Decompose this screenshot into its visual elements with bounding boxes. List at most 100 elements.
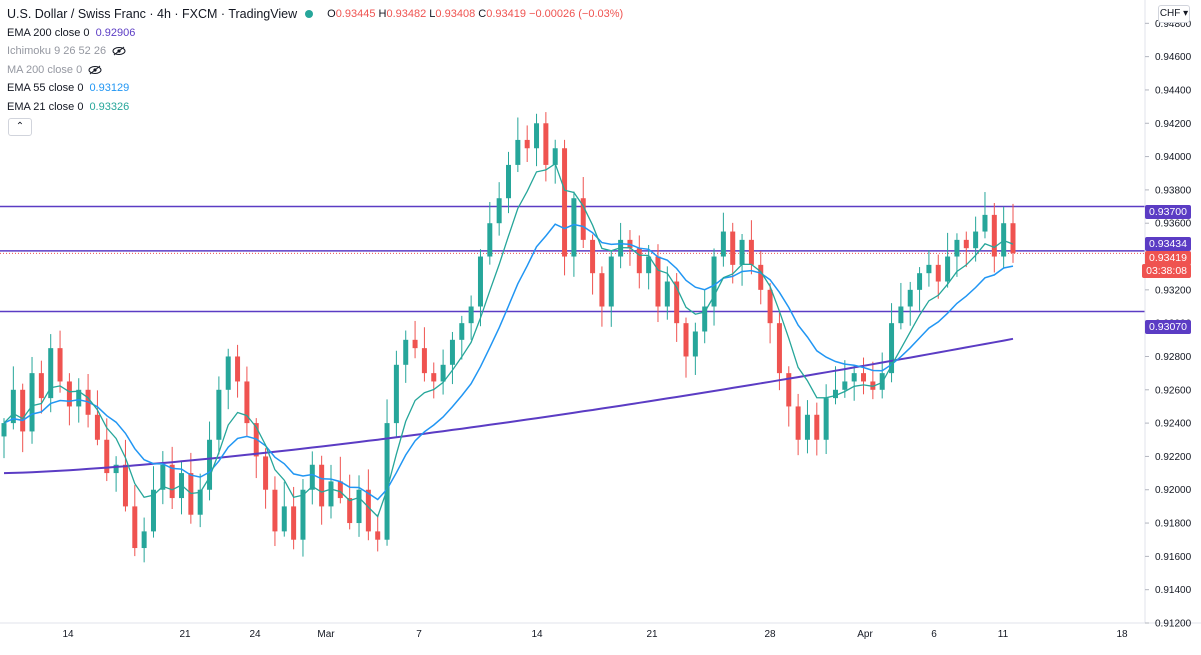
candle-body[interactable] (496, 198, 502, 224)
candle-body[interactable] (132, 506, 138, 549)
candle-body[interactable] (832, 389, 838, 399)
candle-body[interactable] (945, 256, 951, 282)
candle-body[interactable] (403, 339, 409, 365)
candle-body[interactable] (459, 323, 465, 340)
candle-body[interactable] (169, 464, 175, 499)
candle-body[interactable] (982, 214, 988, 232)
candle-body[interactable] (281, 506, 287, 532)
candle-body[interactable] (954, 239, 960, 257)
candle-body[interactable] (543, 123, 549, 165)
candle-body[interactable] (207, 439, 213, 490)
candle-body[interactable] (160, 464, 166, 490)
collapse-legend-button[interactable]: ⌃ (8, 118, 32, 136)
candle-body[interactable] (552, 148, 558, 165)
candle-body[interactable] (272, 489, 278, 532)
candle-body[interactable] (384, 423, 390, 540)
candle-body[interactable] (889, 323, 895, 374)
candle-body[interactable] (244, 381, 250, 424)
candle-body[interactable] (515, 139, 521, 165)
candle-body[interactable] (524, 139, 530, 149)
candle-body[interactable] (814, 414, 820, 440)
candle-body[interactable] (38, 373, 44, 399)
candle-body[interactable] (76, 389, 82, 407)
candle-body[interactable] (748, 239, 754, 265)
candle-body[interactable] (711, 256, 717, 307)
candle-body[interactable] (328, 481, 334, 507)
candle-body[interactable] (804, 414, 810, 440)
candle-body[interactable] (365, 489, 371, 532)
candle-body[interactable] (739, 239, 745, 265)
candle-body[interactable] (421, 348, 427, 374)
indicator-ichimoku[interactable]: Ichimoku 9 26 52 26 (7, 42, 623, 61)
candle-body[interactable] (534, 123, 540, 149)
candle-body[interactable] (935, 264, 941, 282)
candle-body[interactable] (730, 231, 736, 265)
candle-body[interactable] (1, 423, 7, 437)
candle-body[interactable] (580, 198, 586, 240)
candle-body[interactable] (449, 339, 455, 365)
candle-body[interactable] (599, 273, 605, 307)
currency-selector[interactable]: CHF ▾ (1158, 5, 1190, 23)
eye-hidden-icon[interactable] (112, 46, 126, 56)
indicator-ema200[interactable]: EMA 200 close 0 0.92906 (7, 26, 136, 39)
candle-body[interactable] (66, 381, 72, 407)
candle-body[interactable] (851, 373, 857, 382)
candle-body[interactable] (309, 464, 315, 490)
candle-body[interactable] (29, 373, 35, 432)
candle-body[interactable] (487, 223, 493, 257)
candle-body[interactable] (48, 348, 54, 399)
candle-body[interactable] (57, 348, 63, 382)
candle-body[interactable] (926, 264, 932, 274)
candle-body[interactable] (917, 273, 923, 290)
candle-body[interactable] (973, 231, 979, 249)
candle-body[interactable] (590, 239, 596, 274)
candle-body[interactable] (291, 506, 297, 540)
candle-body[interactable] (393, 364, 399, 424)
candle-body[interactable] (10, 389, 16, 424)
candle-body[interactable] (655, 256, 661, 307)
candle-body[interactable] (907, 289, 913, 307)
candle-body[interactable] (823, 398, 829, 440)
candle-body[interactable] (664, 281, 670, 307)
candle-body[interactable] (795, 406, 801, 440)
candle-body[interactable] (347, 498, 353, 524)
candle-body[interactable] (842, 381, 848, 390)
candle-body[interactable] (197, 489, 203, 515)
candle-body[interactable] (468, 306, 474, 324)
candle-body[interactable] (720, 231, 726, 257)
indicator-ema21[interactable]: EMA 21 close 0 0.93326 (7, 100, 130, 113)
candle-body[interactable] (758, 264, 764, 290)
candle-body[interactable] (104, 439, 110, 474)
candle-body[interactable] (431, 373, 437, 382)
candle-body[interactable] (646, 256, 652, 274)
candle-body[interactable] (786, 373, 792, 407)
candle-body[interactable] (506, 164, 511, 199)
candle-body[interactable] (263, 456, 269, 490)
candle-body[interactable] (898, 306, 904, 324)
candle-body[interactable] (150, 489, 156, 532)
candle-body[interactable] (94, 414, 100, 440)
candle-body[interactable] (636, 248, 642, 274)
candle-body[interactable] (608, 256, 614, 307)
candle-body[interactable] (440, 364, 446, 382)
indicator-ema55[interactable]: EMA 55 close 0 0.93129 (7, 82, 130, 94)
candle-body[interactable] (375, 531, 381, 540)
candle-body[interactable] (141, 531, 147, 549)
candle-body[interactable] (216, 389, 222, 440)
candle-body[interactable] (300, 489, 306, 540)
candle-body[interactable] (122, 464, 128, 507)
candle-body[interactable] (319, 464, 325, 507)
candle-body[interactable] (991, 214, 997, 257)
candle-body[interactable] (776, 323, 782, 374)
candle-body[interactable] (235, 356, 241, 382)
candle-body[interactable] (412, 339, 418, 349)
candle-body[interactable] (963, 239, 969, 249)
indicator-ma200[interactable]: MA 200 close 0 (7, 61, 623, 80)
candle-body[interactable] (702, 306, 708, 332)
candle-body[interactable] (571, 198, 577, 257)
candle-body[interactable] (692, 331, 698, 357)
candle-body[interactable] (337, 481, 343, 499)
candle-body[interactable] (683, 323, 689, 357)
candle-body[interactable] (1010, 223, 1016, 254)
